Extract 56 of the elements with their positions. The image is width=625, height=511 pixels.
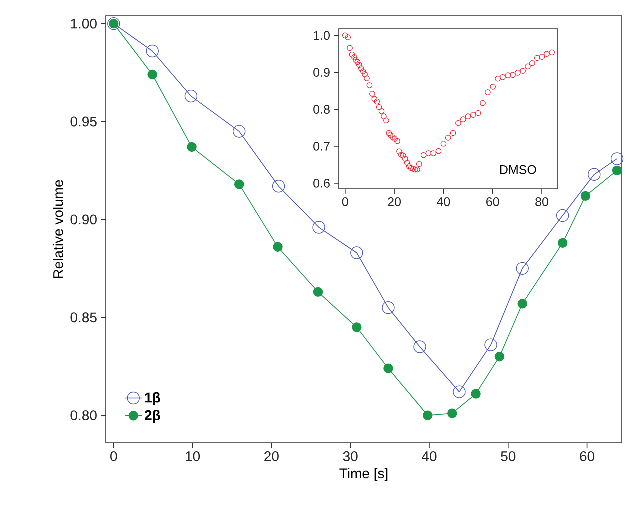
legend-label: 1β (145, 392, 160, 406)
x-tick-label: 20 (388, 198, 402, 206)
x-tick-label: 40 (437, 198, 450, 206)
point (610, 152, 624, 166)
point (272, 180, 286, 193)
point (588, 168, 601, 181)
point (146, 44, 159, 58)
point (580, 191, 591, 202)
y-tick-label: 1.0 (314, 31, 330, 40)
point (518, 299, 528, 309)
point (313, 287, 324, 298)
y-tick-label: 0.95 (70, 116, 97, 127)
point (312, 221, 326, 234)
point (448, 408, 458, 418)
point (350, 246, 364, 260)
point (556, 209, 570, 222)
point (234, 180, 244, 190)
point (612, 166, 622, 176)
x-tick-label: 50 (501, 452, 516, 462)
x-tick-label: 20 (264, 452, 279, 462)
point (414, 340, 426, 354)
y-tick-label: 0.8 (314, 105, 330, 114)
x-tick-label: 80 (536, 198, 548, 206)
point (352, 322, 362, 332)
x-tick-label: 10 (186, 452, 200, 462)
annotation: DMSO (500, 165, 536, 174)
y-tick-label: 0.85 (70, 312, 97, 323)
x-tick-label: 0 (110, 452, 118, 462)
y-tick-label: 0.80 (70, 410, 97, 421)
point (273, 242, 283, 252)
y-tick-label: 0.7 (314, 142, 330, 151)
point (382, 301, 395, 314)
point (423, 410, 433, 420)
point (471, 389, 481, 399)
point (384, 364, 394, 374)
x-tick-label: 0 (342, 198, 348, 206)
y-tick-label: 0.9 (314, 68, 330, 78)
y-tick-label: 0.6 (314, 179, 330, 188)
y-axis-title: Relative volume (53, 180, 64, 278)
point (453, 386, 466, 398)
point (184, 90, 198, 103)
point (516, 262, 529, 276)
point (558, 238, 568, 248)
point (494, 352, 505, 362)
point (484, 338, 498, 352)
y-tick-label: 1.00 (71, 18, 97, 29)
x-tick-label: 30 (343, 452, 358, 462)
point (232, 125, 246, 138)
point (148, 70, 158, 80)
y-tick-label: 0.90 (70, 214, 97, 225)
legend-label: 2β (145, 410, 160, 424)
point (187, 142, 197, 152)
x-tick-label: 40 (422, 452, 437, 462)
x-axis-title: Time [s] (340, 468, 388, 482)
x-tick-label: 60 (486, 198, 500, 206)
x-tick-label: 60 (580, 452, 595, 462)
